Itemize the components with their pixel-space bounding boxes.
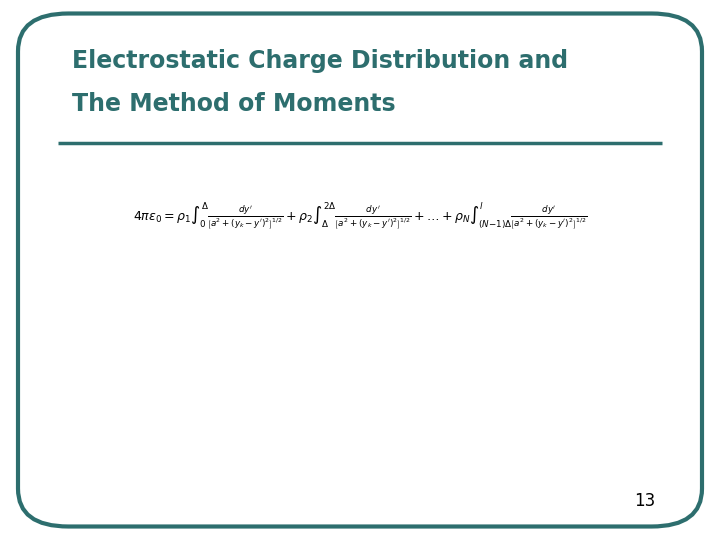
FancyBboxPatch shape [18, 14, 702, 526]
Text: Electrostatic Charge Distribution and: Electrostatic Charge Distribution and [72, 49, 568, 73]
Text: The Method of Moments: The Method of Moments [72, 92, 395, 116]
Text: 13: 13 [634, 492, 655, 510]
Text: $4\pi\varepsilon_0 = \rho_1\int_0^{\Delta}\frac{dy'}{\left[a^2+(y_k-y')^2\right]: $4\pi\varepsilon_0 = \rho_1\int_0^{\Delt… [132, 200, 588, 232]
